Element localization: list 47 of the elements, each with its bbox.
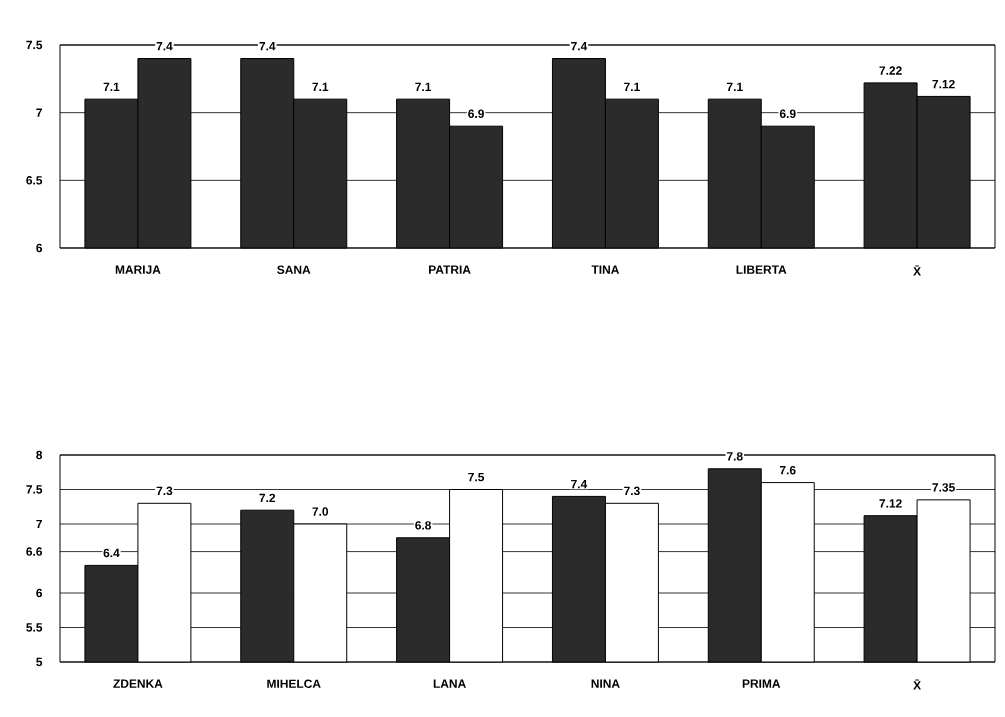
data-label: 6.4 <box>103 548 120 558</box>
x-tick-label: X̄ <box>913 679 921 690</box>
x-tick-label: X̄ <box>913 265 921 276</box>
data-label: 7.5 <box>468 472 485 482</box>
data-label: 7.1 <box>415 82 432 91</box>
x-tick-label: LANA <box>433 679 466 688</box>
data-label: 7.3 <box>156 486 173 496</box>
data-label: 6.9 <box>468 109 484 118</box>
data-label: 7.1 <box>103 82 120 91</box>
data-label: 6.9 <box>779 109 796 118</box>
data-label: 7.4 <box>571 479 588 489</box>
x-tick-label: ZDENKA <box>113 679 163 688</box>
data-label: 7.4 <box>571 42 588 51</box>
x-tick-label: PRIMA <box>742 679 781 688</box>
data-label: 7.4 <box>156 42 173 51</box>
data-label: 7.2 <box>259 493 276 502</box>
data-label: 7.0 <box>312 507 329 516</box>
data-label: 7.3 <box>624 486 640 496</box>
x-tick-label: MIHELCA <box>267 679 321 688</box>
data-label: 7.1 <box>312 82 329 91</box>
data-label: 7.4 <box>259 42 276 51</box>
y-tick-label: 7 <box>36 108 42 117</box>
x-tick-label: SANA <box>277 265 311 274</box>
data-label: 7.12 <box>932 79 955 89</box>
x-tick-label: NINA <box>591 679 620 688</box>
data-label: 7.1 <box>726 82 743 91</box>
y-tick-label: 7.5 <box>26 485 43 494</box>
y-tick-label: 6.6 <box>26 547 43 556</box>
x-tick-label: TINA <box>591 265 620 274</box>
x-tick-label: PATRIA <box>429 265 471 274</box>
y-tick-label: 7.5 <box>26 40 43 50</box>
x-tick-label: LIBERTA <box>736 265 787 274</box>
data-label: 7.35 <box>932 483 955 492</box>
data-label: 6.8 <box>415 521 432 530</box>
x-tick-label: MARIJA <box>115 265 161 274</box>
y-tick-label: 5 <box>36 657 43 667</box>
data-label: 7.6 <box>779 465 796 475</box>
y-tick-label: 7 <box>36 519 42 529</box>
y-tick-label: 8 <box>36 450 43 460</box>
data-label: 7.12 <box>879 499 902 508</box>
data-label: 7.8 <box>726 452 743 461</box>
y-tick-label: 5.5 <box>26 623 43 632</box>
y-tick-label: 6.5 <box>26 176 43 185</box>
data-label: 7.1 <box>624 82 640 91</box>
y-tick-label: 6 <box>36 588 43 598</box>
y-tick-label: 6 <box>36 243 43 253</box>
data-label: 7.22 <box>879 66 902 75</box>
